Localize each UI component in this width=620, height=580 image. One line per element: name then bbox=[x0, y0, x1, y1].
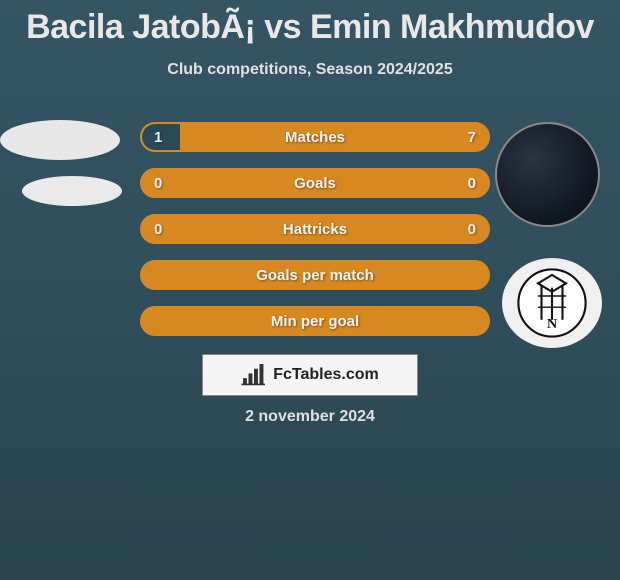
page-title: Bacila JatobÃ¡ vs Emin Makhmudov bbox=[0, 0, 620, 47]
date-text: 2 november 2024 bbox=[0, 408, 620, 426]
stats-bars: 1 Matches 7 0 Goals 0 0 Hattricks 0 Goal… bbox=[140, 122, 490, 352]
brand-chart-icon bbox=[241, 364, 267, 386]
club-right-badge-icon: N bbox=[517, 268, 587, 338]
player-right-avatar bbox=[495, 122, 600, 227]
player-left-avatar bbox=[0, 120, 120, 160]
stat-bar-goals: 0 Goals 0 bbox=[140, 168, 490, 198]
club-right-badge: N bbox=[502, 258, 602, 348]
stat-bar-hattricks: 0 Hattricks 0 bbox=[140, 214, 490, 244]
stat-bar-goals-per-match: Goals per match bbox=[140, 260, 490, 290]
stat-label: Min per goal bbox=[142, 308, 488, 334]
club-left-badge bbox=[22, 176, 122, 206]
stat-label: Goals bbox=[142, 170, 488, 196]
stat-label: Matches bbox=[142, 124, 488, 150]
brand-box[interactable]: FcTables.com bbox=[202, 354, 418, 396]
stat-value-right: 0 bbox=[468, 216, 476, 242]
stat-bar-min-per-goal: Min per goal bbox=[140, 306, 490, 336]
stat-value-right: 7 bbox=[468, 124, 476, 150]
stat-label: Hattricks bbox=[142, 216, 488, 242]
svg-text:N: N bbox=[547, 317, 557, 332]
brand-text: FcTables.com bbox=[273, 366, 379, 384]
stat-value-right: 0 bbox=[468, 170, 476, 196]
subtitle: Club competitions, Season 2024/2025 bbox=[0, 61, 620, 79]
stat-label: Goals per match bbox=[142, 262, 488, 288]
stat-bar-matches: 1 Matches 7 bbox=[140, 122, 490, 152]
